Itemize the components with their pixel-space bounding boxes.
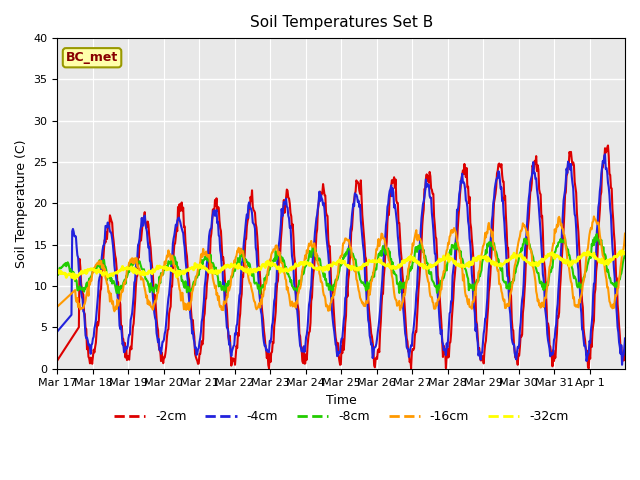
Text: BC_met: BC_met — [66, 51, 118, 64]
Legend: -2cm, -4cm, -8cm, -16cm, -32cm: -2cm, -4cm, -8cm, -16cm, -32cm — [109, 406, 573, 428]
X-axis label: Time: Time — [326, 394, 356, 407]
Title: Soil Temperatures Set B: Soil Temperatures Set B — [250, 15, 433, 30]
Y-axis label: Soil Temperature (C): Soil Temperature (C) — [15, 139, 28, 267]
